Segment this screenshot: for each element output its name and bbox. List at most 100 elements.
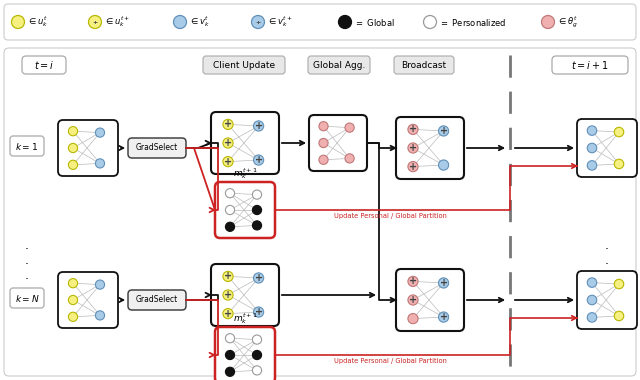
Text: Update Personal / Global Partition: Update Personal / Global Partition	[333, 213, 447, 219]
Text: +: +	[409, 124, 417, 135]
Circle shape	[223, 157, 233, 167]
Text: +: +	[224, 309, 232, 318]
Text: $=$ Personalized: $=$ Personalized	[439, 16, 506, 27]
Circle shape	[252, 366, 262, 375]
Circle shape	[588, 126, 596, 135]
Text: +: +	[255, 307, 262, 317]
FancyBboxPatch shape	[203, 56, 285, 74]
Circle shape	[68, 312, 77, 321]
FancyBboxPatch shape	[128, 138, 186, 158]
FancyBboxPatch shape	[215, 182, 275, 238]
Circle shape	[438, 160, 449, 170]
Circle shape	[541, 16, 554, 28]
Circle shape	[225, 222, 235, 231]
Circle shape	[319, 122, 328, 131]
Text: +: +	[440, 312, 447, 322]
Circle shape	[68, 143, 77, 153]
Circle shape	[408, 143, 418, 153]
Text: +: +	[409, 276, 417, 287]
Text: $k=N$: $k=N$	[15, 293, 40, 304]
Circle shape	[614, 311, 624, 321]
FancyBboxPatch shape	[58, 272, 118, 328]
Circle shape	[252, 206, 262, 215]
Text: GradSelect: GradSelect	[136, 296, 178, 304]
Circle shape	[12, 16, 24, 28]
Circle shape	[225, 206, 235, 215]
Circle shape	[223, 119, 233, 130]
Circle shape	[223, 309, 233, 319]
Text: ·
·
·: · · ·	[25, 244, 29, 287]
Text: $\in u_k^t$: $\in u_k^t$	[27, 14, 49, 30]
Circle shape	[345, 123, 354, 132]
Circle shape	[614, 279, 624, 289]
Text: +: +	[92, 19, 98, 24]
Text: +: +	[440, 126, 447, 136]
Circle shape	[408, 276, 418, 287]
Text: +: +	[255, 19, 260, 24]
FancyBboxPatch shape	[215, 327, 275, 380]
Text: Global Agg.: Global Agg.	[313, 60, 365, 70]
Circle shape	[173, 16, 186, 28]
FancyBboxPatch shape	[22, 56, 66, 74]
Text: $t=i+1$: $t=i+1$	[571, 59, 609, 71]
Circle shape	[438, 278, 449, 288]
Text: $m_k^{t+1}$: $m_k^{t+1}$	[232, 312, 257, 326]
Text: +: +	[255, 155, 262, 165]
Text: +: +	[409, 295, 417, 305]
Circle shape	[223, 271, 233, 282]
FancyBboxPatch shape	[308, 56, 370, 74]
FancyBboxPatch shape	[211, 112, 279, 174]
Circle shape	[225, 334, 235, 343]
Text: +: +	[224, 290, 232, 300]
FancyBboxPatch shape	[58, 120, 118, 176]
FancyBboxPatch shape	[394, 56, 454, 74]
Circle shape	[253, 121, 264, 131]
Text: $m_k^{t+1}$: $m_k^{t+1}$	[232, 166, 257, 182]
Text: $k=1$: $k=1$	[15, 141, 38, 152]
Circle shape	[68, 279, 77, 288]
Circle shape	[95, 311, 104, 320]
FancyBboxPatch shape	[4, 4, 636, 40]
Text: $\in u_k^{t+}$: $\in u_k^{t+}$	[104, 14, 130, 30]
Circle shape	[252, 350, 262, 359]
Circle shape	[588, 278, 596, 287]
Circle shape	[408, 295, 418, 305]
FancyBboxPatch shape	[577, 271, 637, 329]
Text: +: +	[224, 271, 232, 282]
FancyBboxPatch shape	[10, 136, 44, 156]
Text: +: +	[255, 273, 262, 283]
Circle shape	[252, 190, 262, 199]
Text: $\in v_k^{t+}$: $\in v_k^{t+}$	[267, 14, 292, 30]
Circle shape	[588, 295, 596, 305]
FancyBboxPatch shape	[211, 264, 279, 326]
Circle shape	[68, 160, 77, 169]
Circle shape	[588, 143, 596, 153]
Circle shape	[252, 221, 262, 230]
Circle shape	[252, 335, 262, 344]
Circle shape	[319, 138, 328, 147]
Text: +: +	[409, 162, 417, 172]
Circle shape	[225, 367, 235, 377]
Text: $=$ Global: $=$ Global	[354, 16, 395, 27]
Circle shape	[438, 126, 449, 136]
Circle shape	[614, 127, 624, 137]
Circle shape	[319, 155, 328, 165]
Text: +: +	[255, 121, 262, 131]
Circle shape	[408, 124, 418, 135]
FancyBboxPatch shape	[396, 269, 464, 331]
Circle shape	[95, 280, 104, 289]
Circle shape	[95, 128, 104, 137]
Circle shape	[95, 159, 104, 168]
Circle shape	[408, 314, 418, 324]
Text: Broadcast: Broadcast	[401, 60, 447, 70]
FancyBboxPatch shape	[552, 56, 628, 74]
FancyBboxPatch shape	[128, 290, 186, 310]
Circle shape	[438, 312, 449, 322]
Circle shape	[588, 161, 596, 170]
Circle shape	[225, 350, 235, 359]
FancyBboxPatch shape	[309, 115, 367, 171]
Circle shape	[253, 273, 264, 283]
Text: $t=i$: $t=i$	[34, 59, 54, 71]
Circle shape	[588, 313, 596, 322]
Text: Client Update: Client Update	[213, 60, 275, 70]
